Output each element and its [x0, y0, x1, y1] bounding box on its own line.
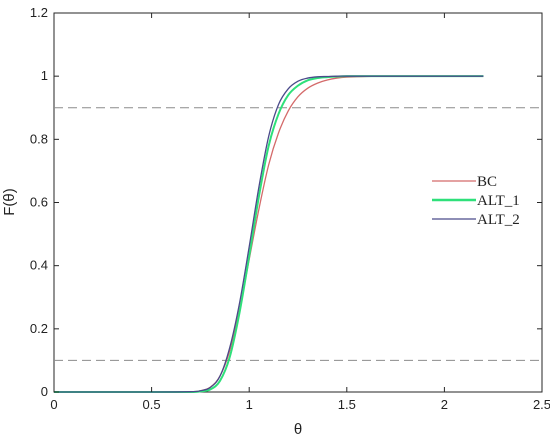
y-tick-label: 1.2	[30, 5, 48, 20]
y-tick-label: 0	[41, 384, 48, 399]
x-tick-label: 0	[50, 397, 57, 412]
x-tick-label: 2	[441, 397, 448, 412]
x-tick-label: 1	[246, 397, 253, 412]
reference-lines	[54, 107, 542, 361]
series-layer	[53, 75, 484, 394]
x-tick-label: 0.5	[143, 397, 161, 412]
y-tick-label: 0.2	[30, 321, 48, 336]
y-tick-label: 1	[41, 68, 48, 83]
y-tick-label: 0.6	[30, 195, 48, 210]
x-tick-label: 1.5	[338, 397, 356, 412]
y-tick-label: 0.4	[30, 258, 48, 273]
x-tick-label: 2.5	[533, 397, 550, 412]
legend-label: BC	[477, 174, 497, 190]
legend: BC ALT_1 ALT_2	[432, 174, 520, 228]
legend-label: ALT_2	[477, 212, 520, 228]
x-axis-label: θ	[294, 421, 302, 438]
series-line-alt-2	[53, 75, 484, 393]
y-tick-label: 0.8	[30, 131, 48, 146]
legend-label: ALT_1	[477, 193, 520, 209]
axis-ticks: 0 0.5 1 1.5 2 2.5 0 0.2 0.4 0.6 0.8 1 1.2	[30, 5, 550, 412]
y-axis-label: F(θ)	[1, 188, 18, 216]
